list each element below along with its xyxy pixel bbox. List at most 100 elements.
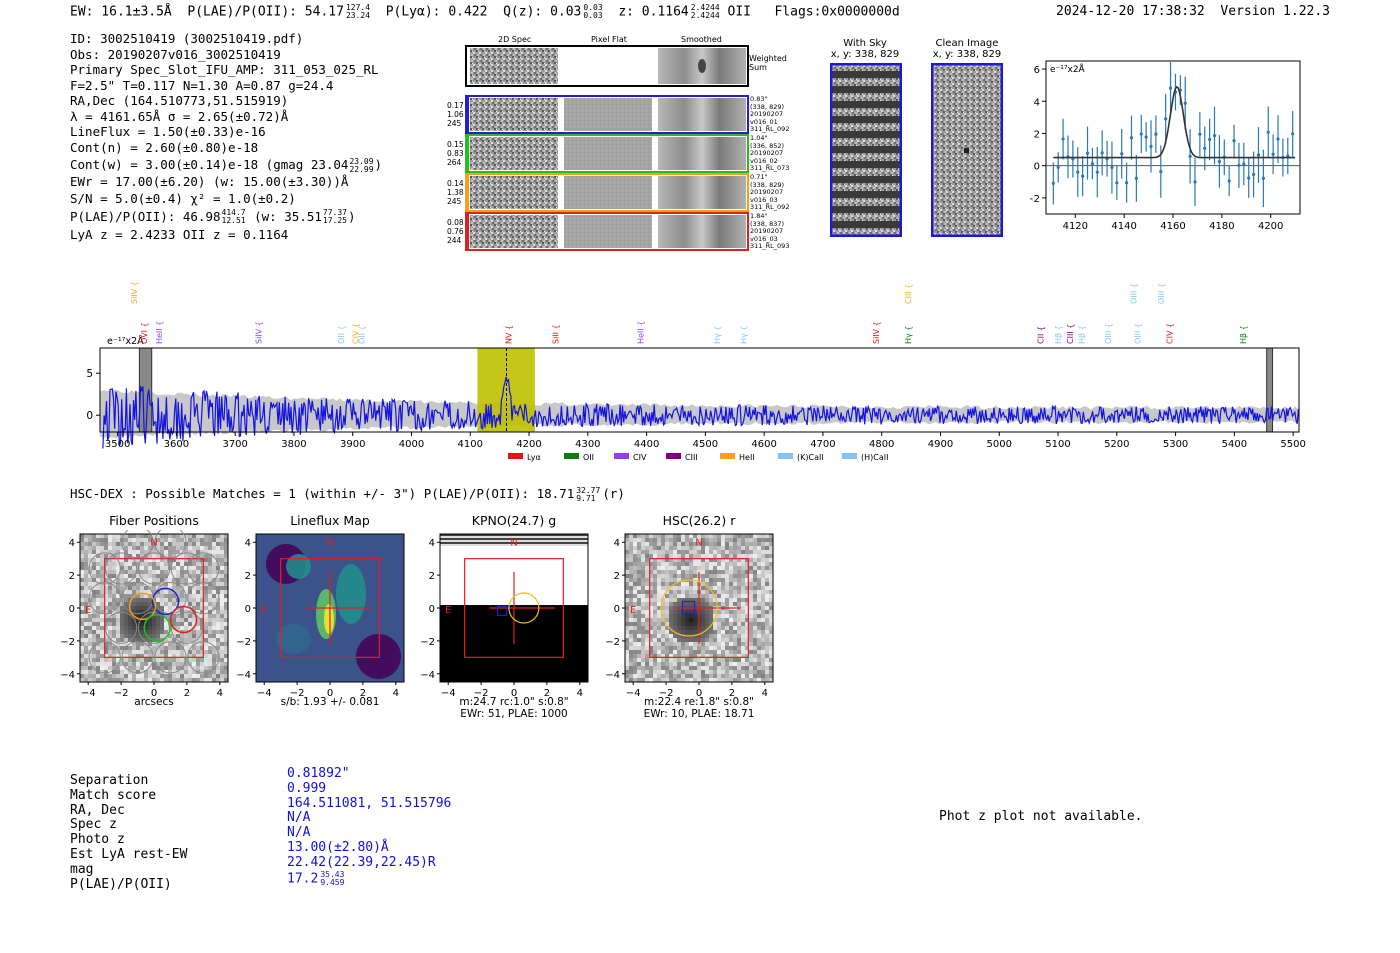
image-pixel [665,606,669,610]
image-pixel [96,594,100,598]
image-pixel [120,678,124,682]
image-pixel [689,598,693,602]
image-pixel [180,566,184,570]
image-pixel [701,550,705,554]
image-pixel [669,662,673,666]
image-pixel [212,586,216,590]
image-pixel [132,678,136,682]
image-pixel [693,634,697,638]
image-pixel [629,638,633,642]
image-pixel [653,670,657,674]
image-pixel [128,534,132,538]
image-pixel [733,638,737,642]
image-pixel [84,674,88,678]
image-pixel [717,566,721,570]
fiber-pixel-flat [564,215,652,248]
image-pixel [216,542,220,546]
hsc-ytick-label: −2 [605,637,620,648]
image-pixel [729,626,733,630]
image-pixel [216,678,220,682]
image-pixel [160,670,164,674]
image-pixel [104,550,108,554]
image-pixel [96,638,100,642]
spectrum-xtick-label: 4400 [634,439,659,450]
image-pixel [745,534,749,538]
image-pixel [156,542,160,546]
image-pixel [629,662,633,666]
image-pixel [693,538,697,542]
image-pixel [677,654,681,658]
image-pixel [745,642,749,646]
image-pixel [717,618,721,622]
image-pixel [144,574,148,578]
image-pixel [721,554,725,558]
image-pixel [208,554,212,558]
legend-swatch [614,453,629,459]
image-pixel [757,662,761,666]
image-pixel [681,626,685,630]
image-pixel [769,590,773,594]
image-pixel [208,634,212,638]
image-pixel [633,590,637,594]
image-pixel [729,638,733,642]
image-pixel [693,594,697,598]
image-pixel [669,654,673,658]
image-pixel [761,606,765,610]
image-pixel [208,606,212,610]
image-pixel [88,610,92,614]
image-pixel [749,662,753,666]
image-pixel [701,670,705,674]
image-pixel [705,542,709,546]
image-pixel [725,574,729,578]
image-pixel [184,634,188,638]
image-pixel [637,662,641,666]
image-pixel [701,638,705,642]
image-pixel [80,566,84,570]
image-pixel [144,550,148,554]
image-pixel [152,578,156,582]
image-pixel [128,618,132,622]
image-pixel [88,674,92,678]
emission-line-label: Hβ { [1078,325,1087,344]
image-pixel [733,654,737,658]
image-pixel [80,582,84,586]
image-pixel [629,574,633,578]
image-pixel [721,650,725,654]
image-pixel [661,546,665,550]
image-pixel [156,590,160,594]
image-pixel [88,658,92,662]
image-pixel [637,590,641,594]
image-pixel [104,634,108,638]
emission-line-label: OII { [337,325,346,344]
image-pixel [741,678,745,682]
image-pixel [737,670,741,674]
image-pixel [637,678,641,682]
image-pixel [741,674,745,678]
image-pixel [729,642,733,646]
image-pixel [140,538,144,542]
image-pixel [709,674,713,678]
image-pixel [172,566,176,570]
image-pixel [196,662,200,666]
image-pixel [625,598,629,602]
image-pixel [669,650,673,654]
image-pixel [124,590,128,594]
image-pixel [769,630,773,634]
image-pixel [697,662,701,666]
image-pixel [693,582,697,586]
image-pixel [725,562,729,566]
image-pixel [649,594,653,598]
image-pixel [192,666,196,670]
image-pixel [188,566,192,570]
image-pixel [729,650,733,654]
fiber-circle [187,552,220,585]
image-pixel [224,598,228,602]
image-pixel [156,554,160,558]
image-pixel [661,650,665,654]
image-pixel [148,626,152,630]
image-pixel [725,618,729,622]
zoom-datapoint [1193,180,1197,184]
image-pixel [220,606,224,610]
emission-line-label: NV { [504,325,513,344]
image-pixel [132,618,136,622]
